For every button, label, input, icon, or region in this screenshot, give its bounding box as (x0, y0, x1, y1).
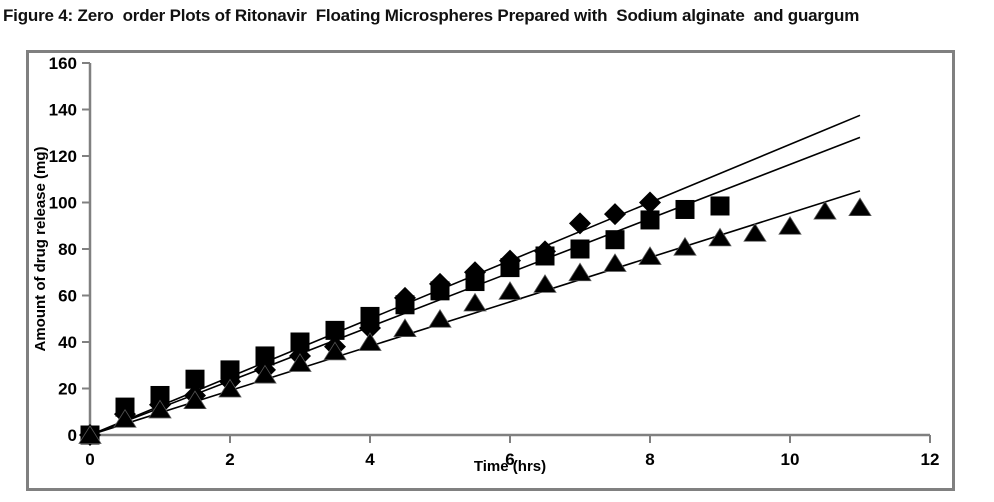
data-point-formulation-square (115, 397, 135, 417)
x-tick-label: 6 (505, 450, 514, 469)
x-tick-label: 8 (645, 450, 654, 469)
data-point-formulation-square (605, 230, 625, 250)
data-point-formulation-triangle (603, 253, 627, 272)
y-tick-label: 120 (49, 147, 77, 166)
data-point-formulation-square (710, 196, 730, 216)
data-point-formulation-triangle (673, 236, 697, 256)
data-point-formulation-square (465, 272, 485, 292)
data-point-formulation-triangle (323, 341, 347, 361)
data-point-formulation-triangle (498, 281, 522, 300)
data-point-formulation-triangle (533, 274, 557, 293)
y-tick-label: 40 (58, 333, 77, 352)
data-point-formulation-square (185, 369, 205, 389)
y-tick-label: 160 (49, 54, 77, 73)
data-point-formulation-square (640, 210, 660, 230)
x-tick-label: 12 (921, 450, 940, 469)
data-point-formulation-triangle (638, 246, 662, 265)
x-tick-label: 10 (781, 450, 800, 469)
data-point-formulation-triangle (288, 353, 312, 372)
data-point-formulation-diamond (604, 203, 626, 226)
data-point-formulation-triangle (358, 332, 382, 351)
x-tick-label: 0 (85, 450, 94, 469)
data-point-formulation-triangle (253, 364, 277, 384)
data-point-formulation-square (570, 239, 590, 259)
trend-line-zero-order-fit-triangle (89, 190, 861, 436)
data-point-formulation-triangle (393, 318, 417, 337)
data-point-formulation-square (255, 346, 275, 366)
data-point-formulation-square (325, 320, 345, 340)
figure-caption: Figure 4: Zero order Plots of Ritonavir … (3, 6, 860, 25)
y-axis-title: Amount of drug release (mg) (32, 146, 49, 351)
data-point-formulation-triangle (148, 399, 172, 419)
data-point-formulation-triangle (813, 200, 837, 220)
data-point-formulation-triangle (848, 197, 872, 217)
data-point-formulation-triangle (743, 222, 767, 242)
zero-order-plot: 0 20 40 60 80 100 120 140 160 0 2 4 6 8 10 12 Amount of … (32, 54, 940, 475)
y-tick-label: 80 (58, 240, 77, 259)
data-point-formulation-triangle (113, 408, 137, 428)
data-point-formulation-square (290, 332, 310, 352)
data-point-formulation-square (150, 385, 170, 405)
data-point-formulation-triangle (428, 308, 452, 328)
x-axis-title: Time (hrs) (474, 458, 546, 475)
data-point-formulation-triangle (568, 262, 592, 282)
data-point-formulation-square (500, 258, 520, 278)
y-tick-label: 60 (58, 287, 77, 306)
data-point-formulation-triangle (463, 292, 487, 312)
data-point-formulation-square (395, 295, 415, 315)
data-point-formulation-triangle (708, 227, 732, 247)
data-point-formulation-square (360, 306, 380, 326)
data-point-formulation-square (220, 360, 240, 380)
data-point-formulation-square (675, 199, 695, 219)
y-tick-label: 140 (49, 101, 77, 120)
data-point-formulation-diamond (639, 191, 661, 214)
chart-frame: 0 20 40 60 80 100 120 140 160 0 2 4 6 8 10 12 Amount of … (26, 50, 955, 491)
y-tick-label: 100 (49, 194, 77, 213)
data-point-formulation-triangle (78, 425, 102, 444)
x-tick-label: 2 (225, 450, 234, 469)
data-point-formulation-triangle (218, 378, 242, 398)
y-tick-label: 0 (68, 426, 77, 445)
data-point-formulation-square (430, 281, 450, 301)
x-tick-label: 4 (365, 450, 375, 469)
data-point-formulation-square (535, 246, 555, 266)
data-point-formulation-triangle (183, 390, 207, 410)
data-point-formulation-diamond (569, 212, 591, 235)
data-point-formulation-triangle (778, 215, 802, 235)
y-tick-label: 20 (58, 380, 77, 399)
